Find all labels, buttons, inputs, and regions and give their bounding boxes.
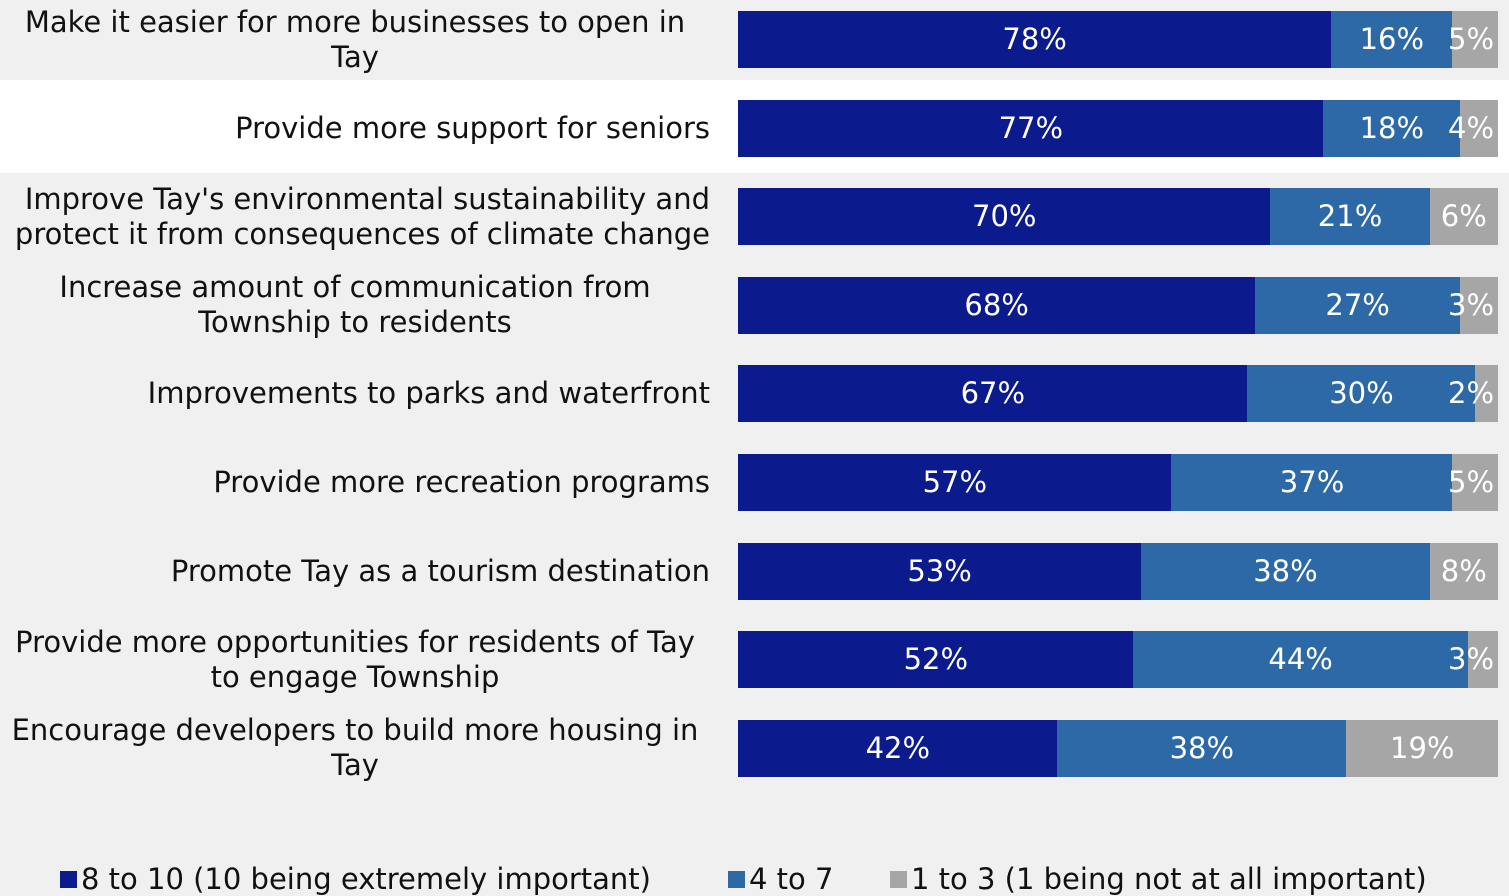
bar-segment (1460, 276, 1498, 334)
bar-segment (1460, 99, 1498, 157)
legend-item-8-10: 8 to 10 (10 being extremely important) (60, 862, 651, 896)
legend-swatch-1-3 (890, 870, 907, 888)
bar-segment (738, 454, 1172, 511)
category-label: Make it easier for more businesses to op… (24, 4, 686, 74)
bar-segment (738, 542, 1141, 600)
data-label: 4% (1448, 110, 1495, 145)
category-label: Improve Tay's environmental sustainabili… (14, 181, 710, 251)
bar-segment (738, 99, 1324, 157)
data-label: 8% (1440, 553, 1487, 588)
bar-segment (1057, 719, 1346, 777)
data-label: 3% (1448, 287, 1495, 322)
data-label: 38% (1253, 553, 1318, 588)
data-label: 52% (903, 642, 969, 677)
category-label: Encourage developers to build more housi… (11, 713, 699, 783)
legend-label-1-3: 1 to 3 (1 being not at all important) (911, 862, 1427, 896)
data-label: 2% (1448, 376, 1495, 411)
data-label: 18% (1359, 110, 1425, 145)
legend-label-4-7: 4 to 7 (749, 862, 834, 896)
bar-segment (1475, 365, 1498, 423)
data-label: 37% (1279, 465, 1345, 499)
bar-segment (1247, 365, 1476, 423)
data-label: 42% (865, 730, 931, 765)
data-label: 67% (960, 376, 1026, 411)
data-label: 77% (998, 110, 1064, 145)
bar-segment (1133, 631, 1468, 689)
legend-label-8-10: 8 to 10 (10 being extremely important) (81, 862, 651, 896)
data-label: 30% (1329, 376, 1394, 411)
category-label: Provide more recreation programs (213, 465, 710, 499)
bar-segment (738, 276, 1255, 334)
bar-segment (1452, 454, 1498, 511)
data-label: 3% (1448, 642, 1495, 677)
bar-segment (738, 365, 1248, 423)
legend: 8 to 10 (10 being extremely important) 4… (0, 862, 1509, 896)
data-label: 19% (1390, 730, 1455, 765)
category-label: Promote Tay as a tourism destination (170, 553, 710, 588)
category-label: Improvements to parks and waterfront (147, 376, 710, 411)
data-label: 27% (1325, 287, 1390, 322)
legend-swatch-4-7 (728, 870, 745, 888)
bar-segment (738, 719, 1058, 777)
data-label: 6% (1440, 199, 1487, 234)
category-label: Increase amount of communication from To… (59, 270, 651, 340)
data-label: 21% (1317, 199, 1383, 234)
legend-swatch-8-10 (60, 870, 77, 888)
data-label: 68% (964, 287, 1029, 322)
bar-segment (1254, 276, 1460, 334)
category-label: Provide more opportunities for residents… (15, 624, 695, 694)
bar-segment (1140, 542, 1430, 600)
legend-item-1-3: 1 to 3 (1 being not at all important) (890, 862, 1427, 896)
data-label: 38% (1169, 730, 1235, 765)
bar-segment (738, 11, 1331, 68)
bar-segment (1171, 454, 1453, 511)
legend-item-4-7: 4 to 7 (728, 862, 833, 896)
bar-segment (1270, 188, 1430, 246)
bar-segment (1429, 542, 1498, 600)
bar-segment (1323, 99, 1460, 157)
data-label: 78% (1002, 22, 1067, 56)
bar-segment (1467, 631, 1498, 689)
bar-segment (1346, 719, 1498, 777)
category-label: Provide more support for seniors (235, 110, 710, 145)
data-label: 70% (972, 199, 1037, 234)
data-label: 53% (907, 553, 972, 588)
bar-segment (1452, 11, 1498, 68)
data-label: 5% (1448, 465, 1495, 499)
bar-segment (738, 631, 1134, 689)
bar-segment (1429, 188, 1498, 246)
bar-segment (1330, 11, 1453, 68)
data-label: 16% (1359, 22, 1425, 56)
data-label: 44% (1268, 642, 1333, 677)
data-label: 5% (1448, 22, 1495, 56)
data-label: 57% (922, 465, 988, 499)
bar-segment (738, 188, 1270, 246)
